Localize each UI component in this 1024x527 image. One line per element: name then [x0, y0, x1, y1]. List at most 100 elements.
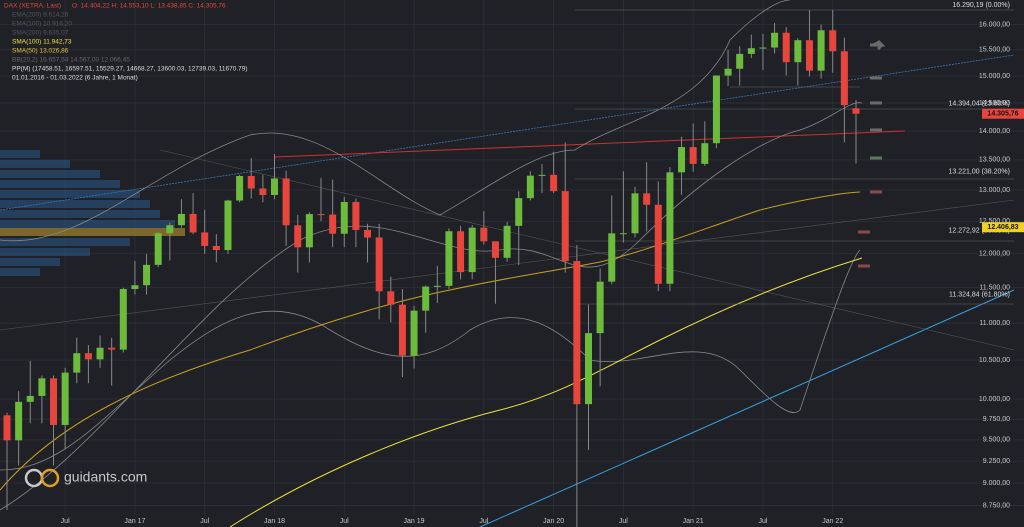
x-tick-label: Jan 18	[264, 518, 285, 525]
pivot-markers	[858, 39, 886, 268]
candle-body	[340, 201, 348, 234]
candle-body	[712, 75, 720, 144]
candle-body	[364, 229, 372, 238]
price-tag-label: 12.406,83	[987, 224, 1018, 231]
candle-body	[491, 241, 499, 258]
candle-body	[840, 51, 848, 106]
candle-body	[352, 201, 360, 230]
y-tick-label: 11.500,00	[979, 285, 1010, 292]
legend-item: SMA(100) 11.942,73	[12, 39, 72, 46]
candle-body	[119, 288, 127, 350]
y-tick-label: 14.500,00	[979, 100, 1010, 107]
candle-body	[573, 261, 581, 405]
x-tick-label: Jan 22	[822, 518, 843, 525]
bollinger-band	[0, 0, 791, 242]
trendline	[274, 130, 906, 158]
y-tick-label: 15.000,00	[979, 73, 1010, 80]
legend-item: 01.01.2016 - 01.03.2022 (6 Jahre, 1 Mona…	[12, 75, 138, 82]
candle-body	[201, 232, 209, 246]
candle-body	[189, 213, 197, 233]
candle-body	[829, 30, 837, 52]
candle-body	[526, 175, 534, 199]
candle-body	[61, 372, 69, 425]
trendline	[0, 199, 1015, 331]
candle-body	[736, 53, 744, 69]
y-tick-label: 9.750,00	[983, 416, 1010, 423]
candle-body	[759, 47, 767, 49]
y-tick-label: 13.000,00	[979, 187, 1010, 194]
x-tick-label: Jul	[619, 518, 628, 525]
candle-body	[480, 227, 488, 242]
candle-body	[212, 245, 220, 251]
volume-profile	[0, 150, 185, 276]
fib-label: 11.324,84 (61.80%)	[949, 292, 1010, 299]
candle-body	[131, 285, 139, 289]
candle-body	[561, 191, 569, 262]
x-tick-label: Jul	[340, 518, 349, 525]
x-tick-label: Jan 19	[404, 518, 425, 525]
candle-body	[259, 188, 267, 196]
bollinger-band	[0, 102, 863, 511]
fib-label: 13.221,00 (38.20%)	[949, 168, 1011, 175]
y-tick-label: 9.500,00	[983, 437, 1010, 444]
candle-body	[503, 225, 511, 258]
legend-item: BB(20,2) 16.657,54 14.567,00 12.066,45	[12, 57, 130, 64]
candle-body	[143, 264, 151, 286]
candle-body	[270, 178, 278, 196]
labels: 8.750,00 9.000,00 9.250,00 9.500,00 9.750,00…	[61, 2, 1024, 525]
candle-body	[515, 198, 523, 226]
candle-body	[3, 415, 11, 441]
candle-body	[747, 48, 755, 54]
candle-body	[387, 291, 395, 305]
candle-body	[329, 214, 337, 234]
candle-body	[550, 174, 558, 192]
y-tick-label: 12.000,00	[979, 251, 1010, 258]
y-tick-label: 10.500,00	[979, 357, 1010, 364]
y-tick-label: 10.000,00	[979, 396, 1010, 403]
candle-body	[852, 108, 860, 114]
candle-body	[724, 68, 732, 76]
x-tick-label: Jul	[479, 518, 488, 525]
candle-body	[26, 395, 34, 402]
x-tick-label: Jan 20	[543, 518, 564, 525]
y-tick-label: 9.000,00	[983, 480, 1010, 487]
fib-label: 16.290,19 (0.00%)	[952, 2, 1010, 9]
sma-50	[0, 191, 861, 491]
candle-body	[445, 231, 453, 286]
candle-body	[236, 175, 244, 201]
legend-item: PP(M) (17458.51, 16597.51, 15529.27, 146…	[12, 66, 248, 73]
candle-body	[177, 213, 185, 226]
candle-body	[457, 231, 465, 273]
candle-body	[771, 32, 779, 48]
candle-body	[282, 178, 290, 226]
candle-body	[317, 214, 325, 216]
candle-body	[643, 193, 651, 205]
price-tag	[982, 222, 1024, 233]
candle-body	[805, 40, 813, 71]
fib-label: 14.394,04 (23.60%)	[949, 101, 1011, 108]
candle-body	[410, 310, 418, 356]
candle-body	[422, 286, 430, 311]
candle-body	[166, 225, 174, 234]
legend-ohlc: O: 14.404,22 H: 14.553,10 L: 13.438,85 C…	[72, 3, 226, 10]
legend-item: EMA(100) 10.916,20	[12, 21, 72, 28]
candle-body	[96, 347, 104, 360]
candle-body	[468, 227, 476, 273]
trendline	[479, 289, 1015, 527]
candle-body	[38, 378, 46, 396]
fib-lines	[575, 9, 1014, 305]
candle-body	[294, 225, 302, 248]
candle-body	[631, 193, 639, 234]
candle-body	[689, 147, 697, 164]
candle-body	[154, 233, 162, 265]
x-tick-label: Jul	[758, 518, 767, 525]
fib-label: 12.272,92 (50.00%)	[949, 228, 1011, 235]
candle-body	[782, 32, 790, 63]
candle-body	[398, 304, 406, 356]
y-tick-label: 13.500,00	[979, 157, 1010, 164]
candle-body	[817, 30, 825, 71]
candle-body	[50, 378, 58, 425]
